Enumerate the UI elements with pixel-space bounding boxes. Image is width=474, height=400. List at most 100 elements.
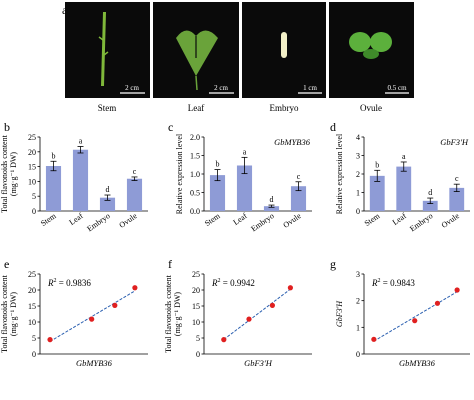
chart-c-bar-leaf	[236, 165, 253, 211]
chart-b-ylabel-unit: (mg·g⁻¹ DW)	[9, 152, 18, 197]
photo-embryo-label: Embryo	[270, 103, 299, 113]
chart-d-bar-ovule	[449, 187, 465, 211]
chart-f-ytick-label: 25	[192, 270, 200, 279]
chart-e-data-point	[132, 285, 138, 291]
embryo-shape	[281, 32, 287, 58]
chart-d-ytick-label: 1	[356, 189, 360, 198]
chart-f-regression-line	[223, 288, 291, 340]
chart-g-correlation: 0 1 2 3 GbF3'H R2 = 0.9843 GbMYB36	[335, 270, 470, 368]
photo-stem-label: Stem	[98, 103, 117, 113]
chart-g-data-point	[434, 300, 441, 306]
chart-g-ytick-label: 1	[356, 323, 360, 332]
chart-d-ytick-label: 2	[356, 170, 360, 179]
photo-stem: 2 cm Stem	[65, 2, 150, 113]
chart-f-ytick-label: 15	[192, 302, 200, 311]
chart-f-xlabel: GbF3'H	[244, 358, 273, 368]
chart-c-ytick-label: 1.5	[190, 152, 200, 161]
chart-b-significance-label: d	[106, 185, 110, 194]
chart-b-bar-embryo	[99, 197, 116, 211]
chart-c-title: GbMYB36	[274, 137, 311, 147]
chart-g-data-point	[371, 336, 377, 342]
ovule-right	[370, 32, 392, 52]
leaf-petiole	[195, 75, 198, 91]
chart-d-ytick-label: 0	[356, 207, 360, 216]
photo-stem-scale-label: 2 cm	[125, 84, 139, 92]
ginkgo-leaf-shape	[176, 30, 218, 76]
chart-e-data-point	[89, 316, 95, 322]
chart-b-total-flavonoids: 0 5 10 15 20 25 Total flavonoids content (mg·g⁻…	[0, 133, 148, 233]
chart-d-ytick-label: 4	[356, 133, 360, 142]
chart-c-ytick-label: 0.0	[190, 207, 200, 216]
ovule-base	[363, 49, 379, 59]
chart-g-ytick-label: 3	[356, 270, 360, 279]
chart-f-ylabel: Total flavonoids content	[164, 274, 173, 352]
ovule-left	[349, 32, 371, 52]
chart-c-significance-label: b	[216, 160, 220, 169]
chart-d-significance-label: c	[455, 174, 459, 183]
chart-c-significance-label: c	[297, 172, 301, 181]
chart-b-significance-label: a	[79, 136, 83, 145]
chart-d-bar-stem	[369, 175, 385, 211]
chart-f-correlation: 0 5 10 15 20 25 Total flavonoids content (mg·g⁻…	[164, 270, 312, 368]
chart-e-ylabel-unit: (mg·g⁻¹ DW)	[9, 292, 18, 337]
chart-g-xlabel: GbMYB36	[399, 358, 436, 368]
photo-ovule-scale-label: 0.5 cm	[387, 84, 407, 92]
chart-b-ytick-label: 0	[32, 207, 36, 216]
chart-e-ylabel: Total flavonoids content	[0, 274, 9, 352]
photo-leaf-scale-label: 2 cm	[214, 84, 228, 92]
chart-g-ylabel: GbF3'H	[335, 300, 344, 327]
panel-label-b: b	[4, 120, 10, 134]
chart-e-ytick-label: 0	[32, 350, 36, 359]
chart-d-significance-label: a	[402, 152, 406, 161]
chart-f-ytick-label: 20	[192, 286, 200, 295]
chart-b-significance-label: c	[133, 167, 137, 176]
chart-e-ytick-label: 15	[28, 302, 36, 311]
chart-d-title: GbF3'H	[440, 137, 469, 147]
chart-e-ytick-label: 20	[28, 286, 36, 295]
chart-g-ytick-label: 2	[356, 297, 360, 306]
chart-e-data-point	[112, 302, 118, 308]
chart-d-ytick-label: 3	[356, 152, 360, 161]
stem-buds	[98, 36, 109, 56]
photo-leaf-label: Leaf	[188, 103, 204, 113]
stem-shape	[101, 12, 106, 86]
chart-d-significance-label: b	[375, 160, 379, 169]
chart-f-ytick-label: 0	[196, 350, 200, 359]
chart-f-r-squared: R2 = 0.9942	[211, 278, 255, 288]
panel-label-c: c	[168, 120, 173, 134]
chart-b-significance-label: b	[52, 151, 56, 160]
chart-g-data-point	[412, 318, 418, 324]
photo-ovule-label: Ovule	[360, 103, 382, 113]
chart-f-data-point	[269, 302, 275, 308]
photo-stem-background	[65, 2, 150, 98]
chart-d-bar-embryo	[422, 200, 438, 211]
chart-e-regression-line	[49, 290, 136, 342]
panel-label-e: e	[4, 257, 9, 271]
chart-g-ytick-label: 0	[356, 350, 360, 359]
chart-d-ylabel: Relative expression level	[335, 133, 344, 214]
chart-e-data-point	[47, 337, 53, 343]
chart-e-ytick-label: 25	[28, 270, 36, 279]
chart-c-significance-label: d	[270, 195, 274, 204]
chart-c-significance-label: a	[243, 147, 247, 156]
panel-label-d: d	[330, 120, 336, 134]
chart-d-significance-label: d	[428, 188, 432, 197]
chart-f-data-point	[221, 337, 227, 343]
chart-b-ylabel: Total flavonoids content	[0, 134, 9, 212]
chart-c-ytick-label: 2.0	[190, 133, 200, 142]
chart-c-bar-stem	[209, 175, 226, 211]
chart-c-ytick-label: 1.0	[190, 170, 200, 179]
photo-ovule: 0.5 cm Ovule	[329, 2, 414, 113]
chart-c-bar-embryo	[263, 206, 280, 211]
chart-c-ytick-label: 0.5	[190, 189, 200, 198]
chart-e-xlabel: GbMYB36	[76, 358, 113, 368]
chart-e-ytick-label: 5	[32, 334, 36, 343]
chart-f-data-point	[246, 316, 252, 322]
chart-e-r-squared: R2 = 0.9836	[47, 278, 91, 288]
chart-b-ytick-label: 25	[28, 133, 36, 142]
chart-b-bar-ovule	[126, 178, 143, 211]
chart-g-data-point	[454, 287, 460, 293]
chart-b-bar-leaf	[72, 149, 89, 211]
chart-b-ytick-label: 15	[28, 163, 36, 172]
